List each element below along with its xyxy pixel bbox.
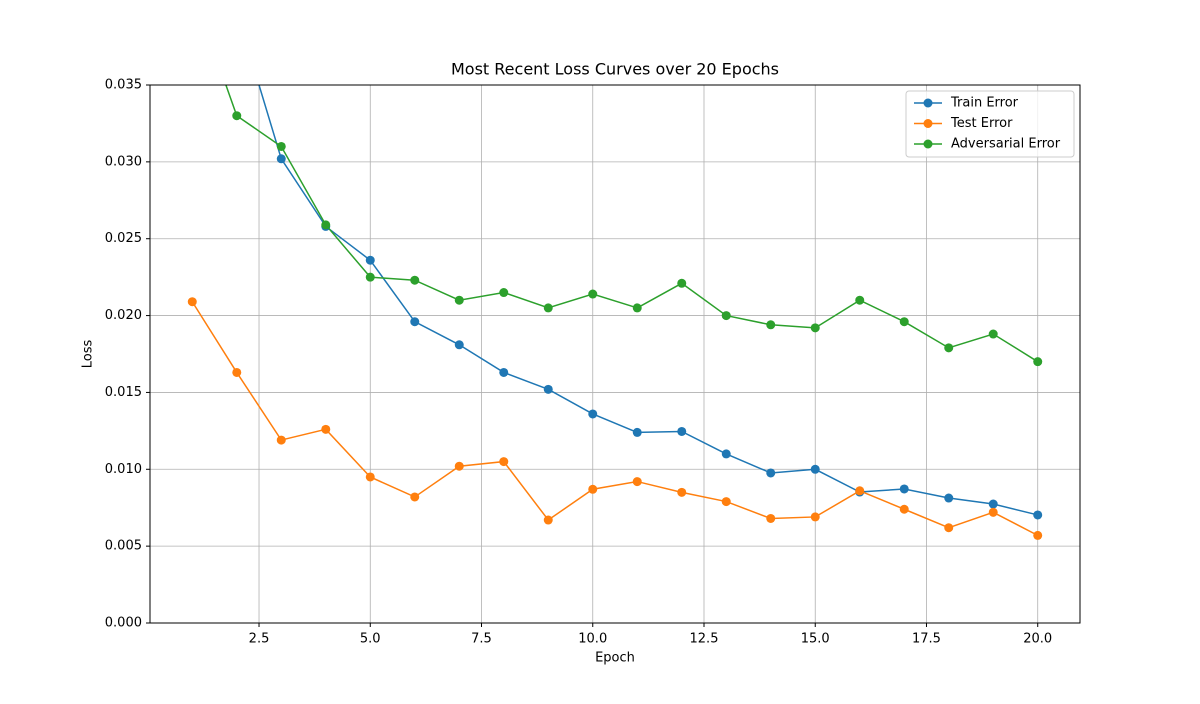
- data-point: [454, 461, 464, 471]
- series-line: [258, 85, 1038, 516]
- data-point: [365, 272, 375, 282]
- x-axis-label: Epoch: [595, 651, 635, 666]
- series-line: [225, 85, 1039, 363]
- data-point: [588, 289, 598, 299]
- ticks: 2.5 5.0 7.5 10.0 12.5 15.0 17.5 20.0 0.000 0.005 0…: [105, 78, 1052, 647]
- x-tick-label: 17.5: [912, 632, 941, 647]
- data-point: [499, 367, 509, 377]
- data-point: [499, 457, 509, 467]
- data-point: [632, 303, 642, 313]
- data-point: [410, 317, 420, 327]
- data-point: [232, 367, 242, 377]
- data-point: [988, 499, 998, 509]
- data-point: [944, 523, 954, 533]
- x-tick-label: 15.0: [801, 632, 830, 647]
- legend: Train Error Test Error Adversarial Error: [905, 90, 1075, 158]
- legend-marker: [923, 98, 933, 108]
- chart-title: Most Recent Loss Curves over 20 Epochs: [451, 60, 779, 79]
- plot-area: [187, 85, 1043, 540]
- data-point: [365, 472, 375, 482]
- data-point: [677, 278, 687, 288]
- data-point: [855, 486, 865, 496]
- data-point: [988, 507, 998, 517]
- data-point: [187, 297, 197, 307]
- data-point: [721, 497, 731, 507]
- data-point: [410, 492, 420, 502]
- y-tick-label: 0.000: [105, 616, 142, 631]
- data-point: [499, 288, 509, 298]
- data-point: [944, 343, 954, 353]
- x-tick-label: 12.5: [690, 632, 719, 647]
- data-point: [899, 484, 909, 494]
- data-point: [944, 493, 954, 503]
- data-point: [454, 340, 464, 350]
- data-point: [543, 303, 553, 313]
- data-point: [632, 427, 642, 437]
- data-point: [321, 220, 331, 230]
- data-point: [588, 484, 598, 494]
- data-point: [766, 320, 776, 330]
- x-tick-label: 2.5: [249, 632, 270, 647]
- legend-label: Adversarial Error: [951, 137, 1061, 152]
- axes-frame: [149, 84, 1081, 624]
- y-tick-label: 0.005: [105, 539, 142, 554]
- data-point: [855, 295, 865, 305]
- data-point: [276, 141, 286, 151]
- legend-marker: [923, 139, 933, 149]
- y-tick-label: 0.035: [105, 78, 142, 93]
- series-line: [191, 301, 1039, 537]
- x-tick-label: 10.0: [578, 632, 607, 647]
- data-point: [899, 317, 909, 327]
- data-point: [810, 512, 820, 522]
- data-point: [1033, 357, 1043, 367]
- data-point: [321, 424, 331, 434]
- x-tick-label: 5.0: [360, 632, 381, 647]
- x-tick-label: 20.0: [1023, 632, 1052, 647]
- data-point: [899, 504, 909, 514]
- y-tick-label: 0.020: [105, 308, 142, 323]
- data-point: [543, 384, 553, 394]
- data-point: [632, 477, 642, 487]
- data-point: [276, 154, 286, 164]
- data-point: [276, 435, 286, 445]
- data-point: [721, 449, 731, 459]
- legend-label: Train Error: [950, 96, 1019, 111]
- y-tick-label: 0.015: [105, 385, 142, 400]
- data-point: [988, 329, 998, 339]
- y-tick-label: 0.030: [105, 154, 142, 169]
- data-point: [1033, 530, 1043, 540]
- data-point: [588, 409, 598, 419]
- y-tick-label: 0.025: [105, 231, 142, 246]
- data-point: [810, 323, 820, 333]
- data-point: [766, 513, 776, 523]
- data-point: [677, 487, 687, 497]
- data-point: [766, 468, 776, 478]
- y-axis-label: Loss: [81, 340, 96, 369]
- data-point: [721, 311, 731, 321]
- data-point: [454, 295, 464, 305]
- y-tick-label: 0.010: [105, 462, 142, 477]
- data-point: [410, 275, 420, 285]
- data-point: [1033, 510, 1043, 520]
- legend-label: Test Error: [950, 116, 1013, 131]
- legend-box: [905, 90, 1075, 158]
- data-point: [232, 111, 242, 121]
- data-point: [810, 464, 820, 474]
- data-point: [677, 426, 687, 436]
- x-tick-label: 7.5: [471, 632, 492, 647]
- legend-marker: [923, 119, 933, 128]
- data-point: [543, 515, 553, 525]
- data-point: [365, 255, 375, 265]
